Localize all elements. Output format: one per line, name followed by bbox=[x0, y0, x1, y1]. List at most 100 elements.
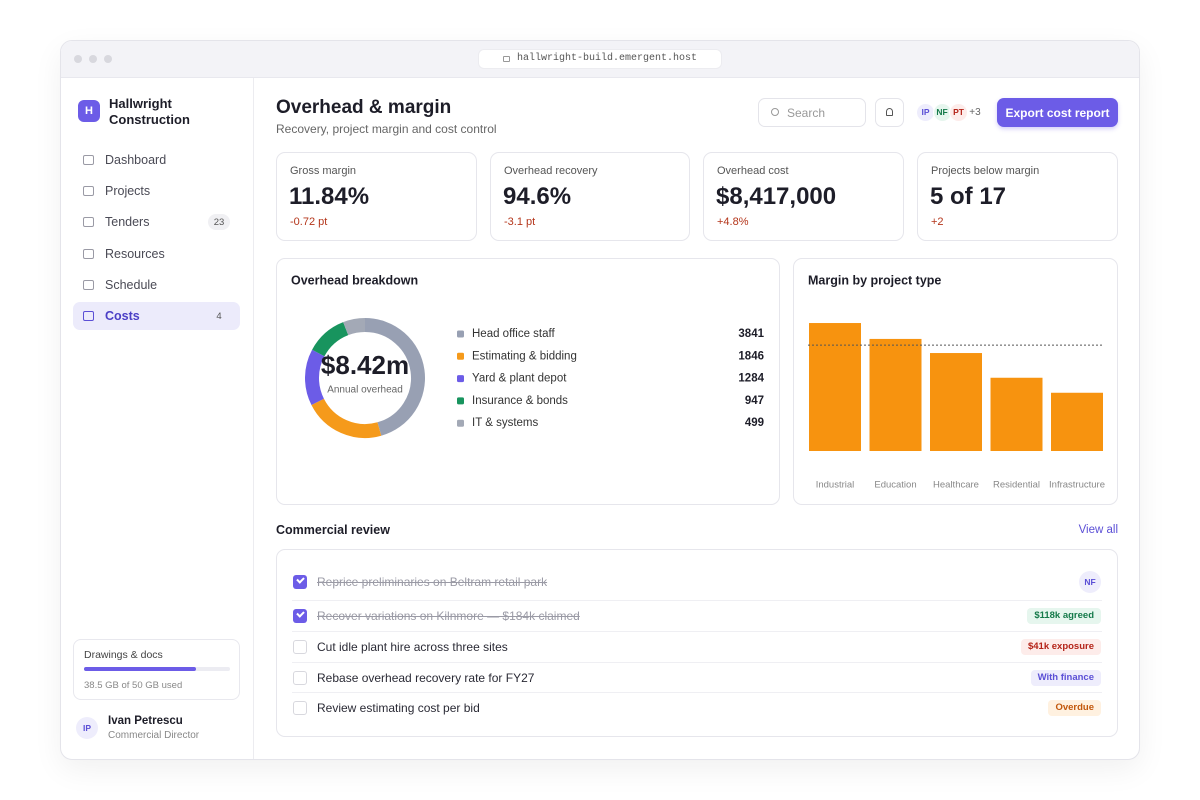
legend-value: 1284 bbox=[738, 373, 764, 385]
export-button[interactable] bbox=[997, 98, 1118, 127]
donut-segment bbox=[305, 349, 325, 406]
kpi-label: Gross margin bbox=[290, 165, 357, 177]
window-dot bbox=[74, 55, 82, 63]
brand-icon: H bbox=[78, 100, 100, 122]
legend-value: 947 bbox=[745, 395, 764, 407]
nav-badge-bg bbox=[208, 214, 230, 230]
x-tick-label: Healthcare bbox=[933, 480, 979, 491]
nav-icon bbox=[83, 186, 94, 196]
url-bar bbox=[478, 49, 722, 69]
legend-label: Insurance & bonds bbox=[472, 395, 568, 407]
lock-icon bbox=[503, 56, 510, 62]
kpi-value: 11.84% bbox=[289, 183, 370, 210]
task-tag: With finance bbox=[1030, 670, 1101, 686]
bar bbox=[869, 338, 922, 451]
chart-title: Overhead breakdown bbox=[291, 273, 418, 287]
avatar-more: +3 bbox=[969, 107, 981, 118]
donut-segment bbox=[311, 398, 382, 438]
legend-label: Estimating & bidding bbox=[472, 350, 577, 362]
nav-icon bbox=[83, 280, 94, 290]
donut-center-value: $8.42m bbox=[321, 350, 409, 380]
donut-segment bbox=[312, 322, 349, 357]
x-tick-label: Education bbox=[874, 480, 916, 491]
review-panel bbox=[276, 549, 1118, 737]
kpi-delta: -3.1 pt bbox=[504, 216, 536, 228]
legend-label: Head office staff bbox=[472, 328, 555, 340]
legend-label: Yard & plant depot bbox=[472, 373, 567, 385]
kpi-value: 5 of 17 bbox=[930, 183, 1007, 210]
search-icon bbox=[771, 108, 779, 116]
search-box[interactable] bbox=[758, 98, 866, 127]
kpi-delta: +4.8% bbox=[717, 216, 749, 228]
x-tick-label: Residential bbox=[993, 480, 1040, 491]
nav-icon bbox=[83, 217, 94, 227]
checkbox[interactable] bbox=[293, 671, 307, 685]
nav-item[interactable]: Costs bbox=[105, 308, 140, 323]
header-avatar: PT bbox=[949, 103, 968, 122]
nav-active bbox=[73, 302, 240, 330]
kpi-label: Overhead cost bbox=[717, 165, 789, 177]
legend-value: 1846 bbox=[738, 350, 764, 362]
window-dot bbox=[89, 55, 97, 63]
kpi-card bbox=[276, 152, 477, 241]
bar bbox=[1051, 392, 1103, 451]
legend-swatch bbox=[457, 375, 464, 383]
sidebar bbox=[61, 78, 254, 759]
legend-swatch bbox=[457, 397, 464, 405]
nav-icon bbox=[83, 249, 94, 259]
donut-center-label: Annual overhead bbox=[327, 385, 403, 396]
storage-fill bbox=[84, 667, 197, 671]
nav-badge: 23 bbox=[213, 216, 225, 228]
legend-value: 3841 bbox=[738, 328, 764, 340]
checkbox[interactable] bbox=[293, 701, 307, 715]
kpi-card bbox=[703, 152, 904, 241]
task-text: Reprice preliminaries on Beltram retail … bbox=[317, 575, 548, 589]
kpi-value: 94.6% bbox=[503, 183, 572, 210]
donut-segment bbox=[343, 318, 366, 336]
kpi-label: Overhead recovery bbox=[504, 165, 598, 177]
check-mark bbox=[295, 575, 305, 584]
checkbox[interactable] bbox=[293, 640, 307, 654]
nav-item[interactable]: Schedule bbox=[105, 277, 158, 292]
search-placeholder: Search bbox=[787, 106, 826, 120]
bell-icon bbox=[886, 108, 893, 116]
check-mark bbox=[295, 609, 305, 618]
bar bbox=[930, 353, 982, 451]
task-tag: $41k exposure bbox=[1020, 639, 1101, 655]
legend-swatch bbox=[457, 352, 464, 360]
nav-item[interactable]: Tenders bbox=[105, 214, 150, 229]
row-divider bbox=[292, 600, 1102, 601]
x-tick-label: Infrastructure bbox=[1049, 480, 1105, 491]
legend-swatch bbox=[457, 419, 464, 427]
user-avatar: IP bbox=[76, 717, 98, 739]
bar bbox=[990, 377, 1043, 451]
task-text: Cut idle plant hire across three sites bbox=[317, 640, 508, 654]
kpi-card bbox=[490, 152, 690, 241]
brand-name: Hallwright Construction bbox=[109, 96, 190, 127]
bell-button[interactable] bbox=[875, 98, 904, 127]
kpi-card bbox=[917, 152, 1118, 241]
nav-icon bbox=[83, 311, 94, 321]
storage-text: 38.5 GB of 50 GB used bbox=[84, 679, 183, 691]
nav-item[interactable]: Projects bbox=[105, 183, 151, 198]
kpi-delta: +2 bbox=[931, 216, 944, 228]
page-subtitle: Recovery, project margin and cost contro… bbox=[276, 122, 497, 136]
section-title: Commercial review bbox=[276, 522, 390, 537]
storage-card bbox=[73, 639, 240, 700]
nav-badge: 4 bbox=[216, 310, 222, 322]
page-title: Overhead & margin bbox=[276, 97, 452, 118]
user-role: Commercial Director bbox=[108, 730, 200, 741]
nav-icon bbox=[83, 155, 94, 165]
nav-item[interactable]: Resources bbox=[105, 246, 165, 261]
chart-panel bbox=[276, 258, 780, 505]
export-label[interactable]: Export cost report bbox=[1005, 106, 1110, 120]
checkbox[interactable] bbox=[293, 575, 307, 589]
view-all-link[interactable]: View all bbox=[1078, 523, 1118, 536]
legend-label: IT & systems bbox=[472, 417, 538, 429]
checkbox[interactable] bbox=[293, 609, 307, 623]
bar bbox=[809, 323, 861, 451]
nav-item[interactable]: Dashboard bbox=[105, 152, 167, 167]
kpi-value: $8,417,000 bbox=[716, 183, 837, 210]
